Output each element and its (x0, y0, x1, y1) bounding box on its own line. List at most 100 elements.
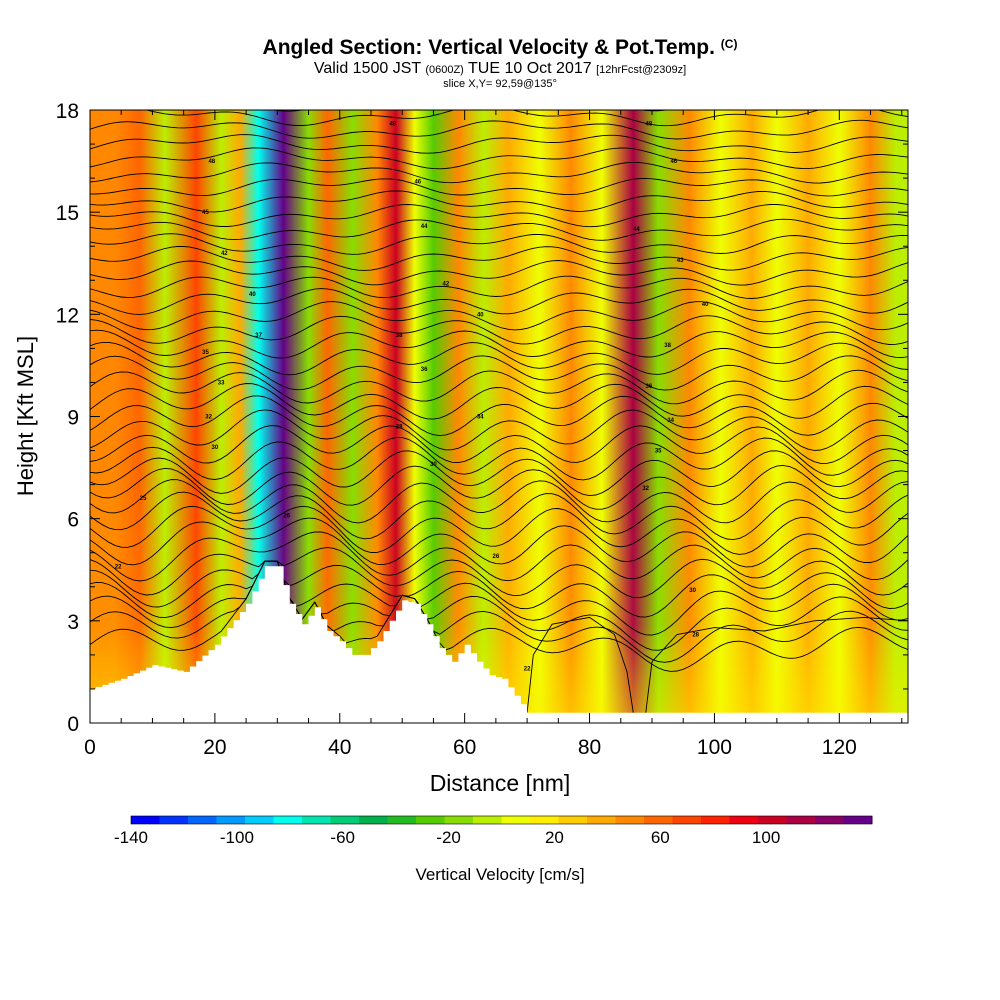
isentrope-line (90, 288, 908, 315)
isentrope-line (90, 560, 908, 618)
isentrope-line (90, 437, 908, 481)
y-tick-label: 0 (67, 713, 79, 736)
colorbar-swatch (644, 816, 673, 824)
isentrope-label: 40 (477, 312, 484, 318)
isentrope-line (90, 110, 908, 127)
colorbar-swatch (672, 816, 702, 824)
colorbar-swatch (758, 816, 787, 824)
colorbar-tick-label: 20 (545, 828, 564, 847)
x-tick-label: 20 (203, 736, 226, 759)
colorbar-tick-label: 100 (752, 828, 780, 847)
isentrope-line (90, 491, 908, 541)
isentrope-line (90, 301, 908, 331)
chart-title-unit: (C) (720, 37, 738, 51)
colorbar-label: Vertical Velocity [cm/s] (415, 865, 584, 884)
isentrope-line (90, 517, 908, 568)
isentrope-line (90, 204, 908, 228)
x-tick-label: 40 (328, 736, 351, 759)
colorbar-swatch (815, 816, 844, 824)
y-tick-label: 15 (56, 202, 79, 225)
y-tick-label: 6 (67, 509, 79, 532)
isentrope-label: 34 (667, 418, 674, 424)
isentrope-label: 30 (430, 462, 437, 468)
isentrope-line (90, 547, 908, 599)
isentrope-label: 48 (646, 122, 653, 128)
isentrope-line (90, 395, 908, 437)
isentrope-line (90, 119, 908, 140)
isentrope-line (270, 110, 669, 112)
isentrope-line (90, 329, 908, 359)
x-tick-label: 0 (84, 736, 96, 759)
colorbar-swatch (387, 816, 417, 824)
colorbar-swatch (444, 816, 474, 824)
plot-area: 22 25 30 32 33 35 37 40 42 45 48 26 28 30 34 36 38 40 42 44… (90, 78, 908, 723)
x-tick-label: 80 (578, 736, 601, 759)
colorbar-swatch (245, 816, 274, 824)
isentrope-label: 38 (396, 333, 403, 339)
isentrope-line (90, 560, 908, 636)
y-tick-label: 18 (56, 100, 79, 123)
isentrope-label: 25 (140, 496, 147, 502)
isentrope-line (90, 355, 908, 391)
isentrope-label: 48 (389, 122, 396, 128)
colorbar-swatch (359, 816, 388, 824)
isentrope-label: 46 (670, 159, 677, 165)
isentrope-label: 26 (493, 554, 500, 560)
colorbar-tick-label: -140 (114, 828, 148, 847)
colorbar-swatch (159, 816, 189, 824)
colorbar-swatch (843, 816, 873, 824)
colorbar-swatch (786, 816, 816, 824)
isentrope-line (90, 369, 908, 405)
isentrope-label: 42 (443, 282, 450, 288)
colorbar-tick-label: -100 (220, 828, 254, 847)
isentrope-label: 28 (396, 425, 403, 431)
isentrope-line (90, 479, 908, 524)
isentrope-label: 46 (414, 180, 421, 186)
valid-time: Valid 1500 JST (313, 60, 421, 77)
y-tick-label: 9 (67, 407, 79, 430)
isentrope-label: 44 (633, 227, 640, 233)
colorbar: -140 -100 -60 -20 20 60 100 (114, 815, 873, 847)
isentrope-line (90, 260, 908, 286)
colorbar-swatch (416, 816, 445, 824)
colorbar-swatch (302, 816, 331, 824)
isentrope-label: 30 (212, 445, 219, 451)
colorbar-tick-label: -60 (330, 828, 355, 847)
isentrope-line (90, 450, 908, 497)
isentrope-line (90, 78, 908, 95)
colorbar-frame (130, 815, 873, 825)
valid-date: TUE 10 Oct 2017 (468, 60, 592, 77)
colorbar-swatch (473, 816, 502, 824)
isentrope-label: 40 (702, 302, 709, 308)
isentrope-label: 32 (205, 415, 212, 421)
colorbar-swatch (330, 816, 360, 824)
isentrope-label: 42 (221, 251, 228, 257)
isentrope-label: 43 (677, 258, 684, 264)
colorbar-swatch (273, 816, 303, 824)
colorbar-swatch (188, 816, 217, 824)
isentrope-label: 28 (692, 633, 699, 639)
x-tick-label: 60 (453, 736, 476, 759)
y-tick-label: 3 (67, 611, 79, 634)
terrain-mask (90, 566, 908, 723)
isentrope-line (90, 177, 908, 197)
isentrope-label: 37 (255, 333, 262, 339)
isentrope-label: 45 (202, 210, 209, 216)
isentrope-label: 32 (642, 486, 649, 492)
isentrope-line (90, 341, 908, 376)
colorbar-swatch (501, 816, 531, 824)
colorbar-swatch (701, 816, 730, 824)
isentrope-line (90, 560, 908, 651)
isentrope-label: 30 (689, 588, 696, 594)
isentrope-line (90, 190, 908, 213)
isentrope-line (90, 383, 908, 420)
isentrope-label: 22 (115, 564, 122, 570)
isentrope-line (90, 233, 908, 255)
colorbar-tick-label: -20 (436, 828, 461, 847)
isentrope-line (90, 560, 908, 672)
colorbar-swatch (729, 816, 759, 824)
isentrope-line (90, 134, 908, 154)
colorbar-tick-label: 60 (651, 828, 670, 847)
isentrope-line (526, 616, 634, 713)
